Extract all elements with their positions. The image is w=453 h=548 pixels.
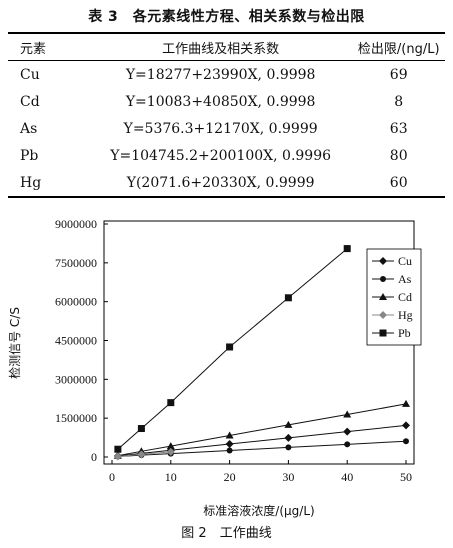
- legend-marker-as: [380, 276, 386, 282]
- x-axis-ticks: 0 10 20 30 40 50: [109, 460, 412, 484]
- table-row: Hg Y(2071.6+20330X, 0.9999 60: [8, 169, 445, 197]
- series-layer: [113, 245, 410, 461]
- cell-lod: 63: [389, 120, 408, 137]
- working-curve-chart: 0 1500000 3000000 4500000 6000000 7500000 9000…: [7, 217, 422, 518]
- data-table: 元素 工作曲线及相关系数 检出限/(ng/L) Cu Y=18277+23990…: [8, 32, 445, 198]
- x-tick-label: 10: [165, 470, 177, 484]
- header-element: 元素: [20, 41, 47, 57]
- table-row: As Y=5376.3+12170X, 0.9999 63: [8, 115, 445, 142]
- y-tick-label: 1500000: [55, 411, 97, 425]
- data-point-cu: [284, 433, 293, 442]
- x-tick-label: 50: [400, 470, 412, 484]
- series-line-as: [117, 440, 407, 457]
- data-point-pb: [284, 294, 292, 302]
- cell-equation: Y=18277+23990X, 0.9998: [125, 66, 316, 83]
- data-point-cu: [225, 440, 234, 449]
- data-point-pb: [137, 425, 145, 433]
- data-point-as: [344, 441, 351, 448]
- data-point-cd: [284, 420, 293, 428]
- header-equation: 工作曲线及相关系数: [162, 41, 280, 57]
- x-tick-label: 30: [282, 470, 294, 484]
- table-row: Cd Y=10083+40850X, 0.9998 8: [8, 88, 445, 115]
- header-lod: 检出限/(ng/L): [357, 41, 440, 57]
- legend-label-pb: Pb: [398, 326, 411, 340]
- cell-equation: Y=104745.2+200100X, 0.9996: [110, 147, 332, 164]
- data-point-as: [226, 447, 233, 454]
- cell-element: Cd: [20, 93, 40, 110]
- legend-marker-pb: [379, 329, 387, 337]
- cell-equation: Y=10083+40850X, 0.9998: [125, 93, 316, 110]
- data-point-cd: [343, 410, 352, 418]
- table-header-row: 元素 工作曲线及相关系数 检出限/(ng/L): [8, 33, 445, 61]
- series-line-pb: [117, 248, 348, 450]
- x-tick-label: 20: [224, 470, 236, 484]
- data-point-cu: [343, 427, 352, 436]
- cell-equation: Y=5376.3+12170X, 0.9999: [123, 120, 318, 137]
- data-point-pb: [226, 343, 234, 351]
- figure-caption: 图 2 工作曲线: [181, 526, 272, 541]
- data-point-hg: [137, 450, 146, 459]
- legend-label-hg: Hg: [398, 308, 413, 322]
- data-point-cd: [166, 442, 175, 450]
- legend-marker-cd: [379, 293, 387, 300]
- legend-label-cd: Cd: [398, 290, 412, 304]
- x-axis-label: 标准溶液浓度/(μg/L): [203, 503, 314, 518]
- data-point-pb: [167, 399, 175, 407]
- cell-lod: 80: [389, 147, 408, 164]
- y-axis-ticks: 0 1500000 3000000 4500000 6000000 7500000 9000…: [55, 217, 108, 464]
- cell-element: Hg: [20, 174, 42, 191]
- legend-label-cu: Cu: [398, 254, 412, 268]
- legend-label-as: As: [398, 272, 412, 286]
- data-point-pb: [114, 445, 122, 453]
- legend: Cu As Cd Hg Pb: [366, 248, 422, 346]
- table-row: Pb Y=104745.2+200100X, 0.9996 80: [8, 142, 445, 169]
- y-axis-label: 检测信号 C/S: [7, 307, 22, 379]
- data-point-as: [285, 444, 292, 451]
- legend-marker-hg: [379, 311, 387, 319]
- cell-element: Cu: [20, 66, 40, 83]
- cell-element: Pb: [20, 147, 39, 164]
- data-point-cu: [402, 421, 410, 430]
- table-caption: 表 3 各元素线性方程、相关系数与检出限: [88, 9, 365, 25]
- table-row: Cu Y=18277+23990X, 0.9998 69: [8, 61, 445, 89]
- data-point-hg: [166, 447, 175, 456]
- y-tick-label: 6000000: [55, 295, 97, 309]
- legend-marker-cu: [379, 257, 387, 265]
- data-point-as: [403, 438, 409, 445]
- y-tick-label: 4500000: [55, 334, 97, 348]
- cell-lod: 8: [394, 93, 404, 110]
- data-point-pb: [343, 245, 351, 253]
- y-tick-label: 9000000: [55, 217, 97, 231]
- data-point-cd: [402, 399, 410, 407]
- cell-element: As: [20, 120, 38, 137]
- cell-lod: 69: [389, 66, 408, 83]
- x-tick-label: 40: [341, 470, 353, 484]
- y-tick-label: 7500000: [55, 256, 97, 270]
- x-tick-label: 0: [109, 470, 115, 484]
- y-tick-label: 3000000: [55, 372, 97, 386]
- cell-lod: 60: [389, 174, 408, 191]
- cell-equation: Y(2071.6+20330X, 0.9999: [126, 174, 315, 191]
- data-point-hg: [113, 452, 122, 461]
- data-point-cd: [225, 431, 234, 439]
- y-tick-label: 0: [91, 450, 97, 464]
